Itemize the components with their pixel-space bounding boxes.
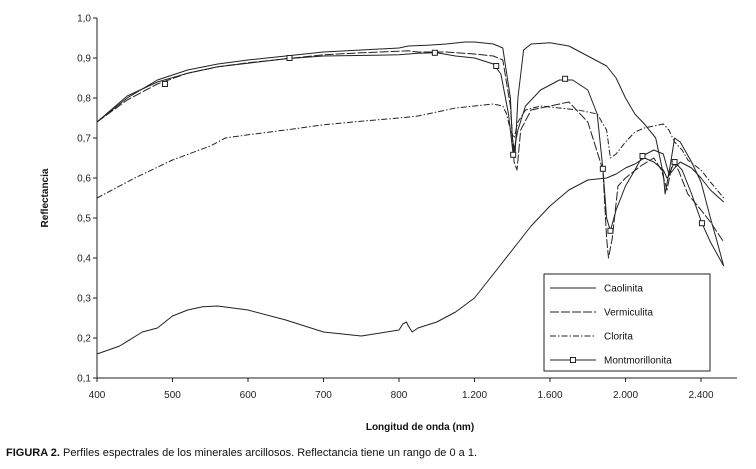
chart-series [96, 41, 725, 355]
data-marker-square [639, 153, 646, 159]
data-marker-square [286, 55, 293, 61]
x-tick-label: 2.400 [688, 390, 713, 401]
series-line-montmorillonita [96, 157, 725, 355]
legend-marker-montmorillonita [570, 357, 576, 363]
x-tick-label: 1.200 [462, 390, 487, 401]
y-tick-label: 1,0 [77, 14, 91, 25]
data-marker-square [431, 49, 438, 56]
chart-legend: Caolinita Vermiculita Clorita Montmorilloni… [543, 273, 711, 372]
data-marker-square [607, 227, 614, 234]
legend-label-clorita: Clorita [604, 332, 633, 343]
data-marker-square [698, 220, 705, 227]
x-tick-label: 800 [391, 390, 408, 401]
y-tick-label: 0,2 [77, 334, 91, 345]
y-tick-label: 0,7 [77, 134, 91, 145]
data-marker-square [510, 151, 517, 158]
x-tick-label: 1.600 [537, 390, 562, 401]
legend-label-caolinita: Caolinita [604, 284, 643, 295]
x-axis-title: Longitud de onda (nm) [366, 422, 474, 433]
legend-box [543, 273, 711, 372]
y-axis-title: Reflectancia [40, 168, 51, 227]
series-line-vermiculita [96, 50, 725, 259]
x-tick-label: 400 [89, 390, 106, 401]
series-line-clorita [96, 103, 725, 199]
x-tick-label: 700 [315, 390, 332, 401]
x-tick-label: 500 [164, 390, 181, 401]
figure-caption: FIGURA 2. Perfiles espectrales de los mi… [6, 447, 477, 459]
x-tick-label: 2.000 [613, 390, 638, 401]
series-line-montmorillonita-upper [96, 52, 725, 267]
data-marker-square [562, 75, 569, 82]
y-tick-label: 0,6 [77, 174, 91, 185]
y-tick-label: 0,4 [77, 254, 91, 265]
y-tick-label: 0,9 [77, 54, 91, 65]
x-tick-label: 600 [240, 390, 257, 401]
data-marker-square [671, 159, 678, 165]
figure-caption-label: FIGURA 2. [6, 447, 60, 459]
data-marker-square [161, 81, 168, 87]
y-tick-label: 0,8 [77, 94, 91, 105]
chart-markers [161, 49, 705, 234]
figure-caption-text: Perfiles espectrales de los minerales ar… [60, 447, 478, 459]
legend-label-vermiculita: Vermiculita [604, 308, 653, 319]
data-marker-square [599, 165, 606, 172]
y-tick-label: 0,1 [77, 374, 91, 385]
y-tick-label: 0,3 [77, 294, 91, 305]
series-line-caolinita [96, 41, 725, 267]
legend-label-montmorillonita: Montmorillonita [604, 356, 672, 367]
y-tick-label: 0,5 [77, 214, 91, 225]
chart-ticks: 0,1 0,2 0,3 0,4 0,5 0,6 0,7 0,8 0,9 1,0 400 500 600 7… [77, 14, 714, 402]
data-marker-square [493, 63, 500, 69]
